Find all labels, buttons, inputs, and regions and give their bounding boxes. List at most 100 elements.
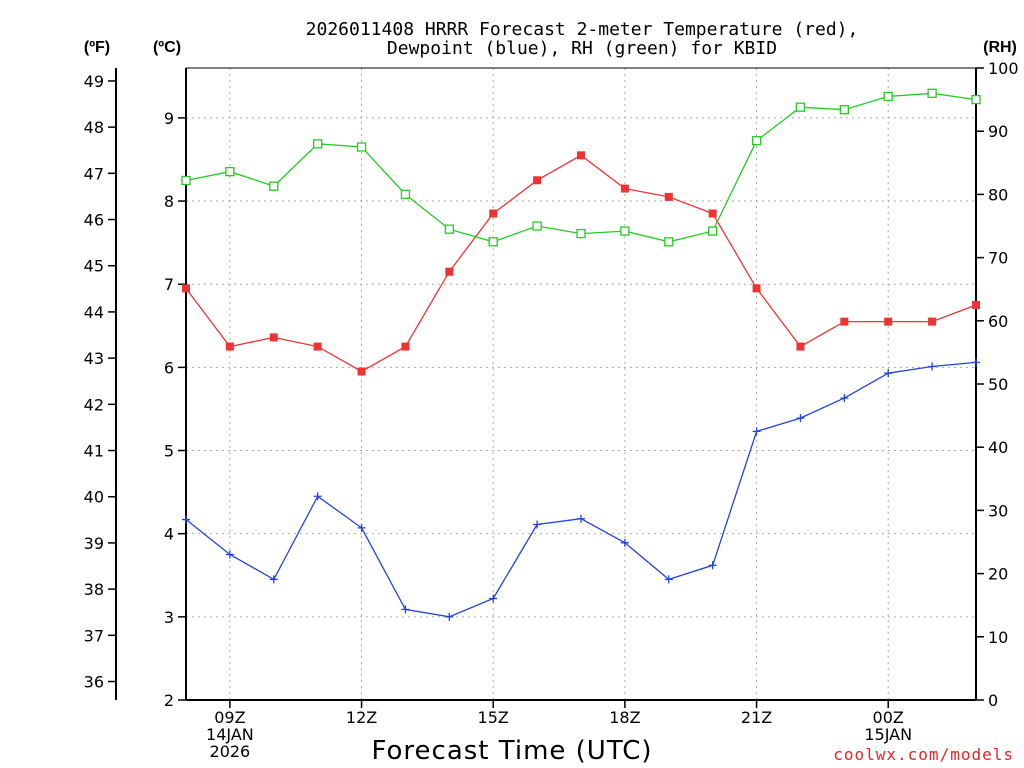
- temperature-point: [620, 184, 629, 193]
- celsius-tick-label: 9: [164, 109, 174, 128]
- fahrenheit-tick-label: 36: [84, 673, 104, 692]
- fahrenheit-tick-label: 48: [84, 118, 104, 137]
- rh-tick-label: 60: [988, 312, 1008, 331]
- chart-title-line2: Dewpoint (blue), RH (green) for KBID: [387, 38, 777, 59]
- rh-point: [883, 91, 893, 102]
- temperature-point: [489, 209, 498, 218]
- x-tick-label: 00Z: [873, 708, 904, 727]
- rh-unit-label: (RH): [983, 39, 1017, 56]
- dewpoint-point: [840, 394, 849, 403]
- fahrenheit-unit-label: (ºF): [84, 39, 110, 56]
- temperature-point: [928, 317, 937, 326]
- rh-point: [532, 221, 542, 231]
- celsius-unit-label: (ºC): [153, 39, 181, 56]
- temperature-point: [357, 367, 366, 376]
- rh-point: [576, 228, 586, 239]
- x-tick-label: 15JAN: [864, 725, 912, 744]
- fahrenheit-tick-label: 46: [84, 211, 104, 230]
- dewpoint-point: [708, 561, 717, 570]
- x-axis-title: Forecast Time (UTC): [371, 736, 652, 766]
- dewpoint-point: [796, 414, 805, 423]
- celsius-tick-label: 7: [164, 275, 174, 294]
- rh-point: [488, 237, 498, 247]
- rh-point: [839, 105, 849, 115]
- rh-tick-label: 70: [988, 249, 1008, 268]
- rh-point: [269, 181, 279, 191]
- fahrenheit-tick-label: 41: [84, 442, 104, 461]
- temperature-point: [401, 342, 410, 351]
- temperature-point: [884, 317, 893, 326]
- dewpoint-point: [269, 575, 278, 584]
- x-tick-label: 21Z: [741, 708, 772, 727]
- fahrenheit-tick-label: 49: [84, 72, 104, 91]
- rh-tick-label: 20: [988, 565, 1008, 584]
- fahrenheit-tick-label: 45: [84, 257, 104, 276]
- gridlines: [186, 68, 976, 701]
- x-tick-label: 15Z: [478, 708, 509, 727]
- temperature-point: [972, 301, 980, 309]
- rh-point: [795, 102, 806, 112]
- rh-point: [751, 136, 762, 146]
- dewpoint-point: [182, 515, 190, 524]
- dewpoint-point: [752, 427, 761, 436]
- celsius-tick-label: 2: [164, 691, 174, 710]
- x-tick-label: 09Z: [214, 708, 245, 727]
- fahrenheit-tick-label: 40: [84, 488, 104, 507]
- x-tick-label: 2026: [210, 742, 251, 761]
- dewpoint-point: [972, 358, 980, 367]
- celsius-tick-label: 3: [164, 608, 174, 627]
- rh-tick-label: 80: [988, 185, 1008, 204]
- dewpoint-point: [225, 550, 234, 559]
- temperature-point: [182, 284, 190, 293]
- temperature-point: [708, 209, 717, 218]
- rh-point: [444, 224, 454, 234]
- dewpoint-point: [445, 612, 454, 621]
- chart-title-line1: 2026011408 HRRR Forecast 2-meter Tempera…: [306, 19, 859, 40]
- temperature-point: [796, 342, 805, 351]
- dewpoint-point: [577, 514, 585, 523]
- dewpoint-line: [185, 361, 977, 618]
- rh-line: [185, 92, 977, 243]
- temperature-point: [313, 342, 322, 351]
- temperature-point: [533, 176, 542, 185]
- rh-tick-label: 100: [988, 59, 1019, 78]
- rh-point: [225, 166, 235, 177]
- rh-tick-label: 40: [988, 438, 1008, 457]
- fahrenheit-tick-label: 44: [84, 303, 104, 322]
- rh-tick-label: 90: [988, 122, 1008, 141]
- temperature-line: [185, 154, 977, 373]
- x-tick-label: 12Z: [346, 708, 377, 727]
- dewpoint-point: [884, 369, 893, 378]
- dewpoint-point: [620, 538, 629, 547]
- dewpoint-point: [357, 523, 366, 532]
- dewpoint-point: [489, 594, 498, 603]
- rh-point: [400, 189, 411, 200]
- temperature-point: [445, 267, 454, 276]
- celsius-tick-label: 4: [164, 525, 174, 544]
- dewpoint-point: [664, 575, 673, 584]
- rh-point: [927, 88, 937, 98]
- temperature-point: [577, 151, 585, 160]
- dewpoint-point: [533, 520, 542, 529]
- rh-tick-label: 50: [988, 375, 1008, 394]
- rh-tick-label: 30: [988, 501, 1008, 520]
- dewpoint-point: [928, 362, 937, 371]
- rh-point: [708, 226, 718, 236]
- dewpoint-point: [313, 492, 322, 501]
- fahrenheit-tick-label: 42: [84, 395, 104, 414]
- temperature-point: [752, 284, 761, 293]
- temperature-point: [840, 317, 849, 326]
- axes: 2345678936373839404142434445464748490102…: [84, 59, 1019, 761]
- rh-point: [620, 226, 630, 236]
- x-tick-label: 18Z: [609, 708, 640, 727]
- fahrenheit-tick-label: 47: [84, 164, 104, 183]
- fahrenheit-tick-label: 38: [84, 580, 104, 599]
- rh-point: [971, 94, 981, 105]
- temperature-point: [269, 333, 278, 342]
- dewpoint-point: [401, 605, 410, 614]
- rh-point: [181, 175, 191, 186]
- temperature-point: [664, 192, 673, 201]
- fahrenheit-tick-label: 43: [84, 349, 104, 368]
- fahrenheit-tick-label: 39: [84, 534, 104, 553]
- fahrenheit-tick-label: 37: [84, 626, 104, 645]
